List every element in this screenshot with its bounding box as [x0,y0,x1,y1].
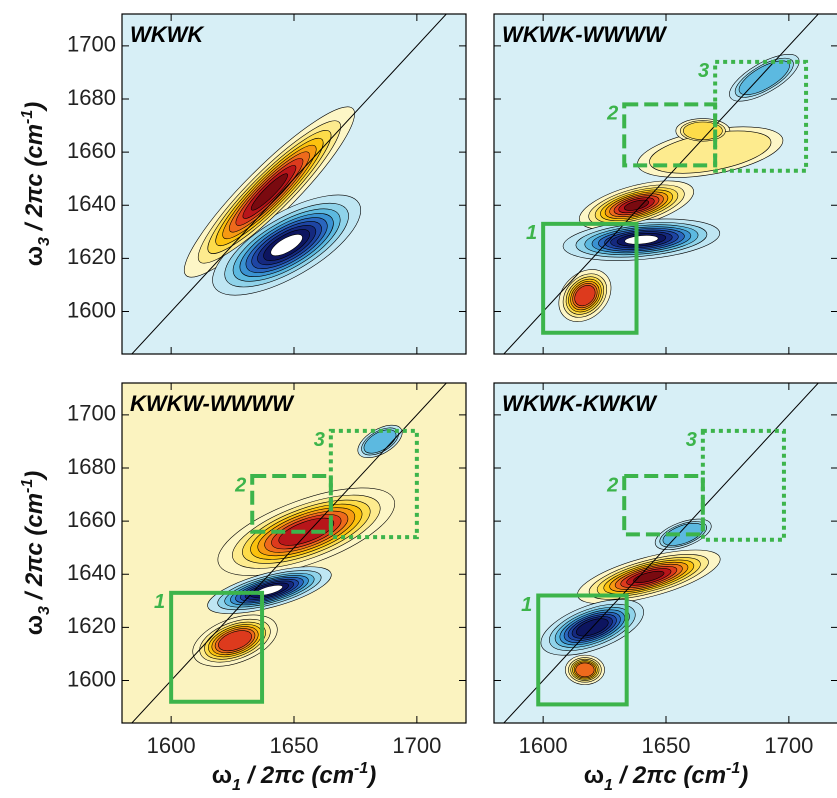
region-box [541,221,639,335]
y-tick-label: 1660 [67,138,116,163]
y-tick-label: 1620 [67,613,116,638]
region-label: 3 [314,429,325,451]
panel-title: WKWK [130,22,205,47]
region-label: 3 [698,60,709,82]
x-tick-label: 1650 [642,733,691,758]
label-part: ) [737,762,748,789]
label-part: / 2πc (cm [21,124,48,237]
x-tick-label: 1600 [519,733,568,758]
y-tick-label: 1600 [67,297,116,322]
y-tick-label: 1600 [67,666,116,691]
region-label: 2 [606,474,618,496]
y-tick-label: 1700 [67,32,116,57]
panel [122,383,466,723]
label-part: 3 [36,606,53,615]
label-part: / 2πc (cm [241,762,354,789]
x-tick-label: 1700 [764,733,813,758]
y-tick-label: 1680 [67,454,116,479]
panel-title: WKWK-WWWW [502,22,668,47]
region-label: 2 [234,474,246,496]
y-tick-label: 1660 [67,507,116,532]
label-part: ω [21,246,48,266]
region-label: 1 [526,222,537,244]
y-tick-label: 1640 [67,191,116,216]
contour-level [278,517,335,546]
panel [122,14,466,354]
contour-level [633,570,665,583]
region-label: 3 [686,429,697,451]
region-box [169,590,265,704]
label-part: 1 [232,777,241,794]
contour-level [575,662,595,678]
x-tick-label: 1650 [270,733,319,758]
label-part: ) [21,471,48,482]
label-part: ) [365,762,376,789]
x-tick-label: 1600 [147,733,196,758]
label-part: -1 [726,760,740,777]
label-part: -1 [354,760,368,777]
diagonal [503,383,820,723]
y-tick-label: 1680 [67,85,116,110]
x-axis-label: ω1 / 2πc (cm-1) [584,760,749,794]
contour-level [270,234,303,257]
label-part: / 2πc (cm [21,493,48,606]
region-label: 2 [606,103,618,125]
region-label: 1 [521,594,532,616]
panel [494,14,837,354]
panel-title: KWKW-WWWW [130,391,295,416]
panel [494,383,837,723]
x-axis-label: ω1 / 2πc (cm-1) [212,760,377,794]
label-part: ω [584,762,604,789]
contour-level [624,235,659,245]
region-box [713,59,809,173]
x-tick-label: 1700 [392,733,441,758]
region-box [536,593,629,707]
panel-title: WKWK-KWKW [502,391,658,416]
label-part: 1 [604,777,613,794]
y-tick-label: 1620 [67,244,116,269]
label-part: ω [212,762,232,789]
diagonal [131,14,448,354]
label-part: ω [21,615,48,635]
region-label: 1 [154,591,165,613]
region-box [328,428,419,540]
region-box [622,102,718,168]
label-part: ) [21,102,48,113]
y-tick-label: 1640 [67,560,116,585]
label-part: / 2πc (cm [613,762,726,789]
label-part: -1 [19,110,36,124]
region-box [250,473,333,534]
region-box [700,428,786,542]
contour-level [574,285,596,307]
y-tick-label: 1700 [67,401,116,426]
contour-level [250,173,288,211]
label-part: -1 [19,479,36,493]
contour-level [683,121,723,141]
y-axis-label: ω3 / 2πc (cm-1) [19,102,53,267]
y-axis-label: ω3 / 2πc (cm-1) [19,471,53,636]
diagonal [131,383,448,723]
diagonal [503,14,820,354]
label-part: 3 [36,237,53,246]
contour-level [218,630,252,652]
